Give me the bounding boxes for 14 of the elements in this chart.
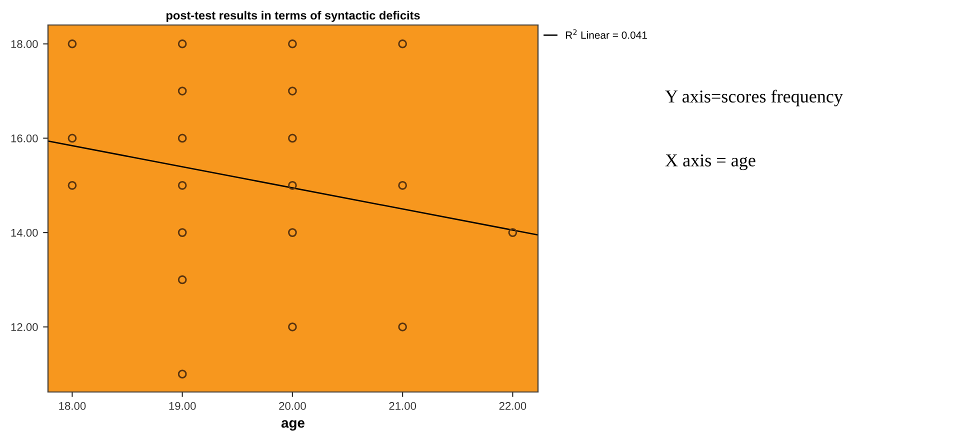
y-tick-label: 18.00	[11, 40, 38, 48]
legend-label: R$^{2}$ Linear = 0.041	[566, 29, 647, 39]
x-tick-label: 19.00	[169, 402, 196, 410]
x-tick-label: 18.00	[59, 402, 86, 410]
x-axis-title: age	[281, 420, 304, 431]
text: Y axis=scores frequency	[665, 90, 843, 106]
x-tick-label: 21.00	[389, 402, 416, 410]
text: X axis = age	[665, 154, 756, 170]
chart-title: post-test results in terms of syntactic deficits	[166, 10, 420, 22]
y-tick-label: 16.00	[11, 134, 38, 142]
y-tick-label: 14.00	[11, 228, 38, 237]
y-tick-label: 12.00	[11, 323, 38, 332]
x-tick-label: 20.00	[279, 402, 306, 410]
x-tick-label: 22.00	[499, 402, 526, 410]
